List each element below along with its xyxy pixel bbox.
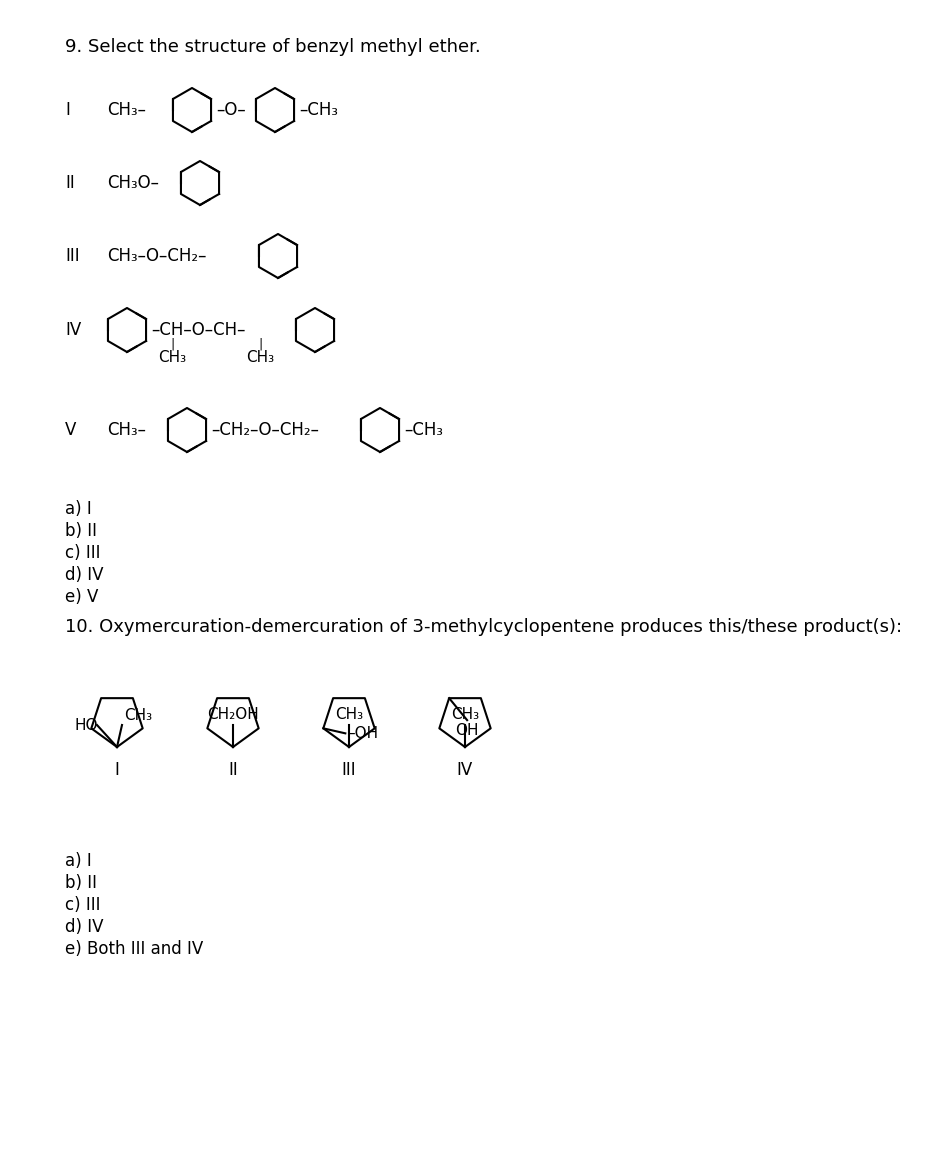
Text: CH₃–O–CH₂–: CH₃–O–CH₂– <box>107 247 206 264</box>
Text: –CH₃: –CH₃ <box>299 100 338 119</box>
Text: CH₃: CH₃ <box>451 707 479 722</box>
Text: CH₃: CH₃ <box>246 350 274 365</box>
Text: –CH₃: –CH₃ <box>404 422 443 439</box>
Text: CH₃O–: CH₃O– <box>107 174 159 192</box>
Text: d) IV: d) IV <box>65 918 104 936</box>
Text: –CH–O–CH–: –CH–O–CH– <box>151 321 245 340</box>
Text: HO: HO <box>75 717 98 732</box>
Text: CH₃: CH₃ <box>124 708 152 723</box>
Text: e) V: e) V <box>65 588 98 606</box>
Text: IV: IV <box>457 761 473 778</box>
Text: I: I <box>65 100 69 119</box>
Text: b) II: b) II <box>65 522 97 541</box>
Text: c) III: c) III <box>65 544 101 562</box>
Text: I: I <box>115 761 119 778</box>
Text: b) II: b) II <box>65 874 97 892</box>
Text: 9. Select the structure of benzyl methyl ether.: 9. Select the structure of benzyl methyl… <box>65 38 481 55</box>
Text: –O–: –O– <box>216 100 245 119</box>
Text: d) IV: d) IV <box>65 566 104 584</box>
Text: CH₃–: CH₃– <box>107 100 146 119</box>
Text: II: II <box>65 174 75 192</box>
Text: CH₃–: CH₃– <box>107 422 146 439</box>
Text: |: | <box>257 338 262 351</box>
Text: II: II <box>228 761 238 778</box>
Text: |: | <box>169 338 174 351</box>
Text: –OH: –OH <box>347 725 379 740</box>
Text: CH₂OH: CH₂OH <box>207 707 259 722</box>
Text: III: III <box>65 247 80 264</box>
Text: IV: IV <box>65 321 81 340</box>
Text: OH: OH <box>456 723 479 738</box>
Text: a) I: a) I <box>65 852 92 870</box>
Text: a) I: a) I <box>65 500 92 517</box>
Text: c) III: c) III <box>65 896 101 914</box>
Text: –CH₂–O–CH₂–: –CH₂–O–CH₂– <box>211 422 319 439</box>
Text: III: III <box>342 761 357 778</box>
Text: 10. Oxymercuration-demercuration of 3-methylcyclopentene produces this/these pro: 10. Oxymercuration-demercuration of 3-me… <box>65 618 902 636</box>
Text: CH₃: CH₃ <box>335 707 363 722</box>
Text: CH₃: CH₃ <box>158 350 186 365</box>
Text: e) Both III and IV: e) Both III and IV <box>65 940 203 957</box>
Text: V: V <box>65 422 76 439</box>
